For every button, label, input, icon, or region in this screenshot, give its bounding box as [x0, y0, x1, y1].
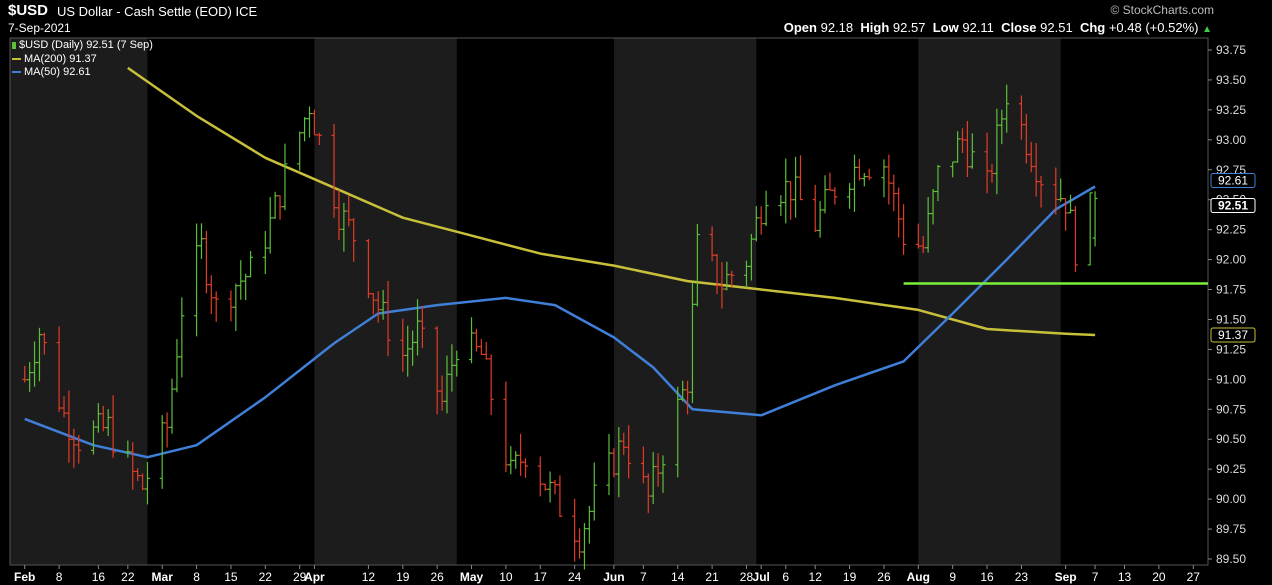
y-tick-label: 89.50	[1216, 552, 1246, 566]
x-tick-label: 26	[430, 570, 444, 584]
symbol-label: $USD	[8, 2, 49, 19]
x-tick-label: 22	[121, 570, 135, 584]
chart-date: 7-Sep-2021	[8, 21, 71, 35]
y-tick-label: 91.00	[1216, 372, 1246, 386]
ohlc-readout: Open 92.18 High 92.57 Low 92.11 Close 92…	[784, 20, 1212, 35]
y-tick-label: 90.00	[1216, 492, 1246, 506]
x-tick-label: 20	[1152, 570, 1166, 584]
x-tick-label: 15	[224, 570, 238, 584]
x-tick-label: Aug	[907, 570, 930, 584]
x-tick-label: 16	[980, 570, 994, 584]
x-tick-label: 24	[568, 570, 582, 584]
month-band	[918, 38, 1061, 565]
close-label: Close	[1001, 20, 1037, 35]
y-tick-label: 91.75	[1216, 283, 1246, 297]
x-tick-label: 7	[1092, 570, 1099, 584]
x-tick-label: 22	[259, 570, 273, 584]
x-tick-label: 17	[534, 570, 548, 584]
x-tick-label: 12	[809, 570, 823, 584]
x-tick-label: Apr	[304, 570, 325, 584]
ma50-swatch	[12, 71, 21, 74]
ma50-price-tag	[1210, 173, 1256, 189]
x-tick-label: 28	[740, 570, 754, 584]
x-tick-label: Sep	[1055, 570, 1077, 584]
legend-ma200: MA(200) 91.37	[12, 53, 153, 67]
x-tick-label: 26	[877, 570, 891, 584]
legend-price: $USD (Daily) 92.51 (7 Sep)	[12, 39, 153, 53]
chart-legend: $USD (Daily) 92.51 (7 Sep) MA(200) 91.37…	[12, 39, 153, 80]
x-tick-label: 19	[396, 570, 410, 584]
x-tick-label: 6	[782, 570, 789, 584]
legend-ma200-label: MA(200) 91.37	[24, 52, 97, 65]
x-tick-label: 8	[193, 570, 200, 584]
x-tick-label: Mar	[152, 570, 174, 584]
chg-value: +0.48 (+0.52%)	[1108, 20, 1199, 35]
y-tick-label: 92.00	[1216, 253, 1246, 267]
plot-frame	[9, 37, 1209, 566]
close-value: 92.51	[1040, 20, 1073, 35]
ma200-price-tag-label: 91.37	[1218, 328, 1248, 342]
x-tick-label: 9	[949, 570, 956, 584]
high-value: 92.57	[892, 20, 926, 35]
low-label: Low	[932, 20, 959, 35]
y-tick-label: 91.50	[1216, 312, 1246, 326]
x-tick-label: 21	[705, 570, 719, 584]
instrument-name: US Dollar - Cash Settle (EOD) ICE	[57, 4, 257, 19]
instrument-title: US Dollar - Cash Settle (EOD)	[57, 4, 232, 19]
month-band	[613, 38, 757, 565]
x-tick-label: 23	[1015, 570, 1029, 584]
open-label: Open	[783, 20, 817, 35]
y-tick-label: 93.75	[1216, 43, 1246, 57]
stockcharts-credit: © StockCharts.com	[1110, 3, 1214, 17]
y-tick-label: 93.25	[1216, 103, 1246, 117]
up-arrow-icon: ▲	[1202, 24, 1212, 35]
y-tick-label: 90.75	[1216, 402, 1246, 416]
ma200-price-tag	[1210, 327, 1256, 343]
y-tick-label: 91.25	[1216, 342, 1246, 356]
x-tick-label: 10	[499, 570, 513, 584]
legend-ma50-label: MA(50) 92.61	[24, 66, 91, 78]
ma50-line	[24, 185, 1096, 459]
chg-label: Chg	[1079, 20, 1106, 35]
y-tick-label: 90.25	[1216, 462, 1246, 476]
y-tick-label: 90.50	[1216, 432, 1246, 446]
low-value: 92.11	[962, 20, 994, 35]
exchange-label: ICE	[235, 4, 258, 19]
month-band	[314, 38, 457, 565]
x-tick-label: 8	[56, 570, 63, 584]
x-tick-label: 13	[1118, 570, 1132, 584]
y-tick-label: 93.50	[1216, 73, 1246, 87]
high-label: High	[860, 20, 890, 35]
x-tick-label: 27	[1187, 570, 1201, 584]
legend-price-label: $USD (Daily) 92.51 (7 Sep)	[19, 39, 153, 51]
ma200-line	[127, 66, 1096, 337]
legend-ma50: MA(50) 92.61	[12, 66, 153, 80]
ma200-swatch	[12, 57, 21, 60]
month-band	[10, 38, 148, 565]
x-tick-label: 12	[362, 570, 376, 584]
last-price-tag-label: 92.51	[1218, 198, 1248, 212]
y-tick-label: 89.75	[1216, 522, 1246, 536]
x-tick-label: May	[460, 570, 484, 584]
bar-icon	[12, 41, 16, 49]
y-tick-label: 92.25	[1216, 223, 1246, 237]
ma50-price-tag-label: 92.61	[1218, 174, 1248, 188]
x-tick-label: Feb	[14, 570, 35, 584]
x-tick-label: 14	[671, 570, 685, 584]
x-tick-label: 7	[640, 570, 647, 584]
x-tick-label: Jun	[603, 570, 624, 584]
x-tick-label: Jul	[753, 570, 770, 584]
last-price-tag	[1210, 197, 1256, 213]
y-tick-label: 93.00	[1216, 133, 1246, 147]
x-tick-label: 16	[92, 570, 106, 584]
open-value: 92.18	[820, 20, 854, 35]
x-tick-label: 19	[843, 570, 857, 584]
x-tick-label: 29	[293, 570, 307, 584]
